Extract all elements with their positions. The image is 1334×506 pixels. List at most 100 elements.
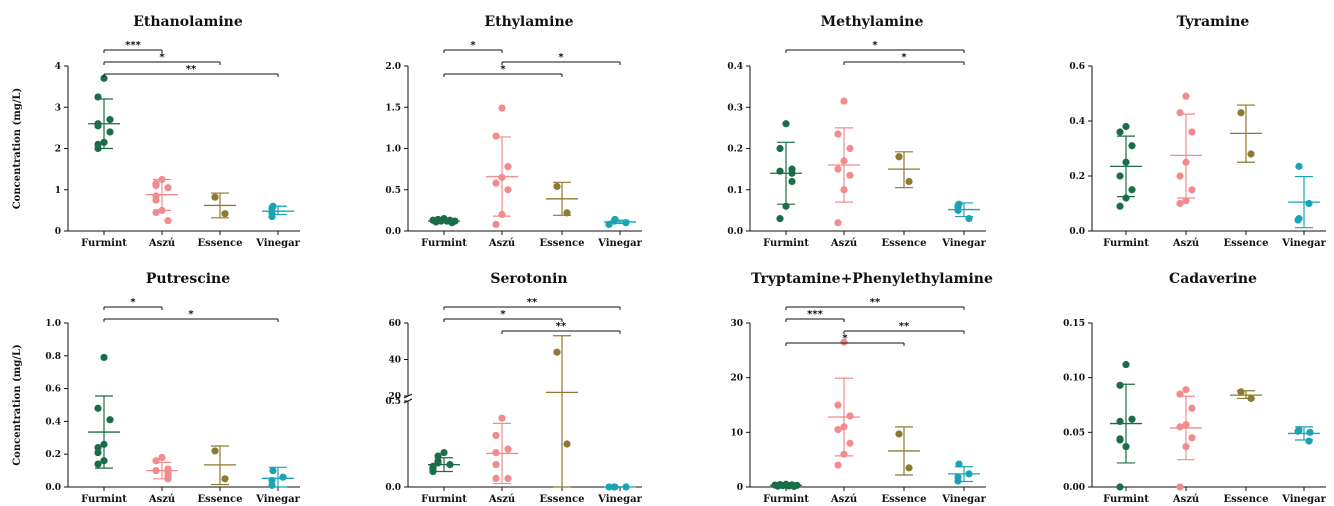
data-point: [905, 177, 913, 186]
panel-title: Ethylamine: [484, 14, 573, 30]
data-point: [152, 196, 160, 204]
data-point: [211, 193, 219, 201]
data-point: [954, 206, 962, 214]
y-tick-label: 1: [55, 186, 61, 196]
data-point: [965, 215, 973, 223]
panel-title: Putrescine: [146, 271, 230, 287]
x-tick-label: Furmint: [763, 494, 809, 505]
group-vinegar: [604, 483, 636, 491]
group-vinegar: [1288, 162, 1320, 229]
x-tick-label: Aszú: [830, 238, 857, 249]
panel-title: Tryptamine+Phenylethylamine: [751, 271, 993, 287]
x-tick-label: Aszú: [488, 494, 515, 505]
data-point: [279, 473, 287, 481]
data-point: [492, 431, 500, 439]
y-tick-label: 0.0: [45, 483, 61, 493]
x-tick-label: Essence: [1224, 238, 1269, 249]
data-point: [94, 448, 102, 457]
data-point: [432, 218, 440, 226]
data-point: [211, 447, 219, 455]
data-point: [846, 171, 854, 179]
group-essence: [1230, 388, 1262, 403]
data-point: [840, 450, 848, 458]
data-point: [106, 128, 114, 136]
group-asz: [1170, 92, 1202, 208]
data-point: [94, 93, 102, 101]
data-point: [1295, 162, 1303, 170]
x-tick-label: Essence: [540, 494, 585, 505]
group-vinegar: [262, 202, 294, 221]
y-tick-label: 40: [388, 356, 401, 366]
data-point: [268, 212, 276, 221]
y-tick-label: 0.0: [385, 227, 401, 237]
y-tick-label: 60: [388, 319, 401, 329]
x-tick-label: Aszú: [1172, 238, 1199, 249]
y-tick-label: 0.4: [45, 417, 61, 427]
data-point: [1176, 199, 1184, 208]
y-tick-label: 2: [55, 145, 61, 155]
data-point: [1247, 150, 1255, 158]
data-point: [94, 144, 102, 153]
data-point: [94, 404, 102, 412]
data-point: [152, 467, 160, 475]
data-point: [440, 449, 448, 457]
group-essence: [888, 151, 920, 189]
data-point: [840, 423, 848, 431]
data-point: [840, 97, 848, 105]
y-tick-label: 0.2: [727, 145, 743, 155]
data-point: [1294, 427, 1302, 435]
data-point: [1116, 202, 1124, 210]
data-point: [94, 444, 102, 452]
data-point: [1237, 109, 1245, 117]
y-tick-label: 10: [730, 428, 743, 438]
y-tick-label: 0.6: [1069, 62, 1085, 72]
data-point: [553, 182, 561, 191]
y-tick-label: 0.0: [1069, 227, 1085, 237]
data-point: [622, 219, 630, 227]
data-point: [158, 175, 166, 184]
data-point: [94, 122, 102, 130]
significance-bracket: *: [843, 52, 965, 65]
group-vinegar: [948, 200, 980, 223]
x-tick-label: Aszú: [488, 238, 515, 249]
group-furmint: [770, 120, 802, 223]
data-point: [158, 206, 166, 214]
y-tick-label: 4: [55, 62, 61, 72]
x-tick-label: Aszú: [148, 238, 175, 249]
data-point: [268, 476, 276, 485]
data-point: [1176, 109, 1184, 117]
group-asz: [146, 453, 178, 483]
significance-label: *: [500, 64, 506, 75]
significance-bracket: **: [103, 64, 279, 77]
x-tick-label: Essence: [882, 494, 927, 505]
group-asz: [146, 175, 178, 225]
x-tick-label: Vinegar: [941, 494, 986, 505]
y-tick-label: 0.4: [727, 62, 743, 72]
data-point: [492, 461, 500, 469]
data-point: [504, 474, 512, 482]
y-tick-label: 0.6: [45, 385, 61, 395]
data-point: [1182, 442, 1190, 451]
significance-bracket: *: [443, 40, 503, 53]
data-point: [1306, 428, 1314, 436]
data-point: [776, 215, 784, 223]
data-point: [790, 482, 798, 491]
data-point: [152, 208, 160, 217]
group-furmint: [88, 353, 120, 469]
group-furmint: [770, 480, 802, 491]
group-vinegar: [262, 466, 294, 489]
data-point: [788, 177, 796, 186]
x-tick-label: Vinegar: [597, 238, 642, 249]
significance-label: *: [558, 52, 564, 63]
panel-title: Tyramine: [1177, 14, 1250, 30]
significance-bracket: *: [103, 52, 221, 65]
x-tick-label: Essence: [540, 238, 585, 249]
data-point: [100, 74, 108, 82]
data-point: [1128, 142, 1136, 150]
data-point: [834, 219, 842, 227]
data-point: [498, 173, 506, 181]
data-point: [492, 179, 500, 187]
data-point: [1116, 381, 1124, 389]
group-asz: [828, 338, 860, 469]
group-furmint: [88, 74, 120, 153]
